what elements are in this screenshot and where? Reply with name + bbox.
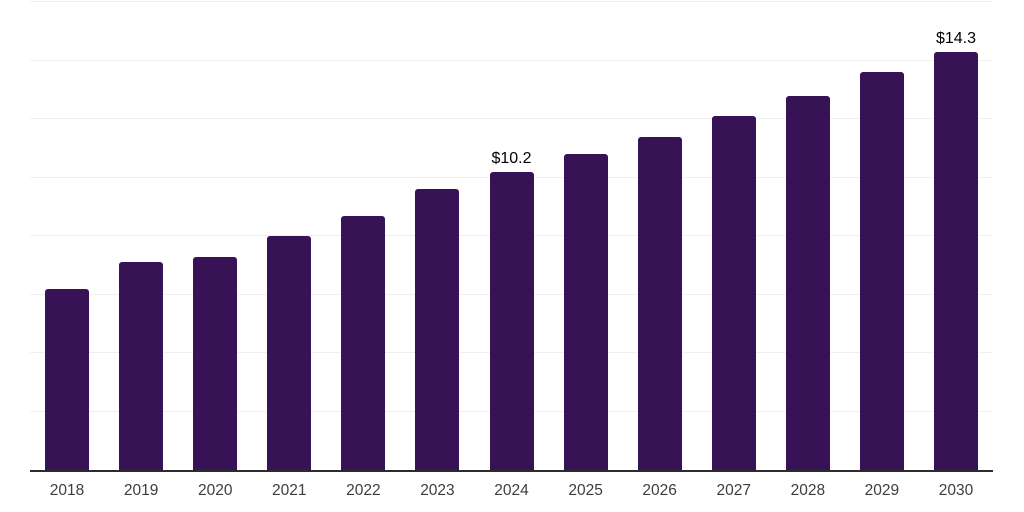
gridline-14 [30, 59, 993, 61]
bar-2019 [119, 262, 164, 470]
bar-slot-2022 [326, 2, 400, 470]
x-tick-label-2030: 2030 [938, 482, 974, 499]
gridline-16 [30, 1, 993, 2]
x-tick-label-2021: 2021 [272, 482, 307, 499]
bar-2024 [489, 171, 534, 470]
bar-2028 [785, 95, 830, 470]
x-tick-label-2018: 2018 [49, 482, 85, 499]
x-tick-label-2027: 2027 [716, 482, 751, 499]
x-tick-label-2029: 2029 [864, 482, 900, 499]
bar-slot-2026 [623, 2, 697, 470]
bar-value-label-2030: $14.3 [935, 29, 976, 47]
bar-2029 [859, 72, 904, 470]
bar-2021 [267, 236, 312, 470]
bar-slot-2028 [771, 2, 845, 470]
bar-slot-2020 [178, 2, 252, 470]
x-tick-label-2024: 2024 [494, 482, 529, 499]
x-tick-label-2023: 2023 [420, 482, 455, 499]
x-tick-label-2022: 2022 [346, 482, 381, 499]
bar-2023 [415, 189, 460, 470]
x-tick-label-2028: 2028 [790, 482, 826, 499]
bar-2026 [637, 136, 682, 470]
x-tick-label-2026: 2026 [642, 482, 677, 499]
bar-2020 [193, 256, 238, 470]
bar-slot-2024: $10.2 [474, 2, 548, 470]
bar-slot-2025 [549, 2, 623, 470]
bar-slot-2023 [400, 2, 474, 470]
bar-slot-2018 [30, 2, 104, 470]
bar-value-label-2024: $10.2 [491, 149, 532, 167]
bars-row: $10.2 $14.3 [30, 2, 993, 470]
x-tick-label-2019: 2019 [123, 482, 159, 499]
bar-2030 [933, 51, 978, 470]
bar-2018 [45, 288, 90, 470]
plot-area: $10.2 $14.3 [30, 1, 993, 472]
x-tick-label-2020: 2020 [197, 482, 233, 499]
x-axis-labels: 2018 2019 2020 2021 2022 2023 2024 2025 2026 2027… [30, 482, 993, 501]
gridline-12 [30, 118, 993, 119]
bar-slot-2019 [104, 2, 178, 470]
bar-2022 [341, 215, 386, 470]
bar-slot-2021 [252, 2, 326, 470]
bar-slot-2029 [845, 2, 919, 470]
x-tick-label-2025: 2025 [568, 482, 603, 499]
bar-slot-2027 [697, 2, 771, 470]
bar-2025 [563, 154, 608, 470]
bar-2027 [711, 116, 756, 470]
bar-slot-2030: $14.3 [919, 2, 993, 470]
